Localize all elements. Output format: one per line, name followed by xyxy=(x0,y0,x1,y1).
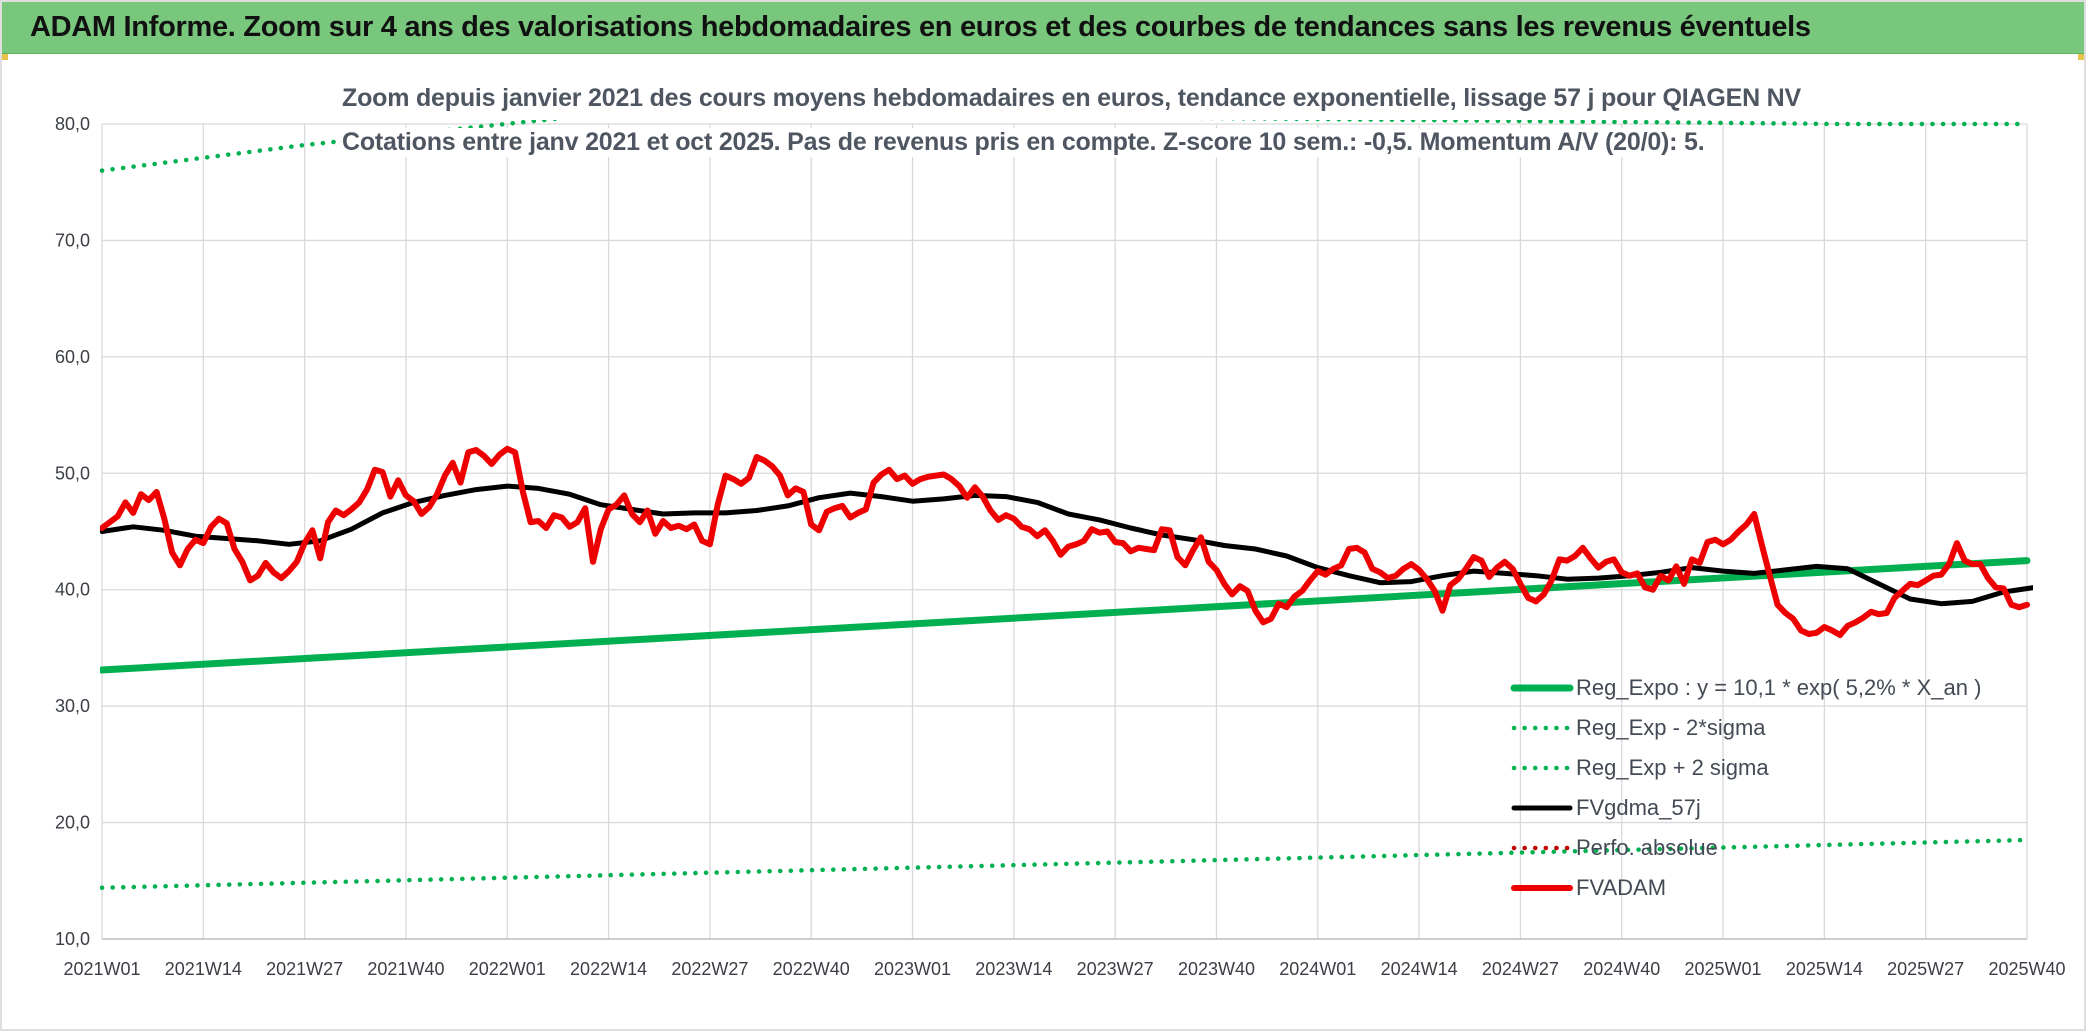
legend-reg-exp-plus-2sigma: Reg_Exp + 2 sigma xyxy=(1511,755,1769,780)
chart-title-line-1: Zoom depuis janvier 2021 des cours moyen… xyxy=(342,84,1802,113)
banner-corner-right xyxy=(2078,54,2084,60)
banner-corner-left xyxy=(2,54,8,60)
x-tick-label: 2021W40 xyxy=(367,959,444,979)
fvadam-line xyxy=(100,445,2030,639)
chart-title-line-2: Cotations entre janv 2021 et oct 2025. P… xyxy=(342,128,1705,157)
y-tick-label: 80,0 xyxy=(55,114,90,134)
series-layer xyxy=(100,120,2033,891)
x-tick-label: 2021W27 xyxy=(266,959,343,979)
x-tick-label: 2022W27 xyxy=(671,959,748,979)
legend-label: Reg_Exp + 2 sigma xyxy=(1576,755,1769,780)
x-tick-label: 2024W40 xyxy=(1583,959,1660,979)
grid-layer xyxy=(101,123,2028,940)
y-tick-label: 30,0 xyxy=(55,696,90,716)
reg-exp-plus-2sigma-line xyxy=(100,120,2030,173)
legend-label: FVADAM xyxy=(1576,875,1666,900)
y-tick-label: 10,0 xyxy=(55,929,90,949)
legend-label: FVgdma_57j xyxy=(1576,795,1701,820)
x-tick-label: 2023W01 xyxy=(874,959,951,979)
y-tick-label: 70,0 xyxy=(55,230,90,250)
y-tick-label: 60,0 xyxy=(55,347,90,367)
x-tick-label: 2022W01 xyxy=(469,959,546,979)
axis-layer: 10,0 20,0 30,0 40,0 50,0 60,0 70,0 80,0 2021W01 2… xyxy=(55,114,2066,979)
x-tick-label: 2025W14 xyxy=(1786,959,1863,979)
legend-fvgdma-57j: FVgdma_57j xyxy=(1511,795,1701,820)
x-tick-label: 2025W01 xyxy=(1685,959,1762,979)
x-tick-label: 2022W40 xyxy=(773,959,850,979)
fvgdma-57j-line xyxy=(100,483,2033,607)
legend-label: Reg_Expo : y = 10,1 * exp( 5,2% * X_an ) xyxy=(1576,675,1981,700)
x-tick-label: 2025W27 xyxy=(1887,959,1964,979)
legend-label: Perfo. absolue xyxy=(1576,835,1718,860)
x-tick-label: 2023W14 xyxy=(975,959,1052,979)
title-banner: ADAM Informe. Zoom sur 4 ans des valoris… xyxy=(2,2,2084,54)
x-tick-label: 2021W14 xyxy=(165,959,242,979)
legend-reg-expo: Reg_Expo : y = 10,1 * exp( 5,2% * X_an ) xyxy=(1510,675,1981,700)
banner-title: ADAM Informe. Zoom sur 4 ans des valoris… xyxy=(30,11,1811,43)
y-tick-label: 50,0 xyxy=(55,463,90,483)
x-tick-label: 2025W40 xyxy=(1988,959,2065,979)
x-tick-label: 2024W27 xyxy=(1482,959,1559,979)
legend-perfo-absolue: Perfo. absolue xyxy=(1511,835,1718,860)
x-tick-label: 2021W01 xyxy=(63,959,140,979)
y-tick-label: 20,0 xyxy=(55,813,90,833)
x-tick-label: 2024W14 xyxy=(1381,959,1458,979)
y-tick-label: 40,0 xyxy=(55,580,90,600)
legend-label: Reg_Exp - 2*sigma xyxy=(1576,715,1766,740)
legend-reg-exp-minus-2sigma: Reg_Exp - 2*sigma xyxy=(1511,715,1766,740)
x-tick-label: 2023W27 xyxy=(1077,959,1154,979)
legend-fvadam: FVADAM xyxy=(1511,875,1666,900)
reg-exp-minus-2sigma-line xyxy=(100,837,2030,891)
x-tick-label: 2023W40 xyxy=(1178,959,1255,979)
reg-expo-line xyxy=(100,557,2031,674)
x-tick-label: 2022W14 xyxy=(570,959,647,979)
chart-legend: Reg_Expo : y = 10,1 * exp( 5,2% * X_an )… xyxy=(1510,675,1981,900)
x-tick-label: 2024W01 xyxy=(1279,959,1356,979)
